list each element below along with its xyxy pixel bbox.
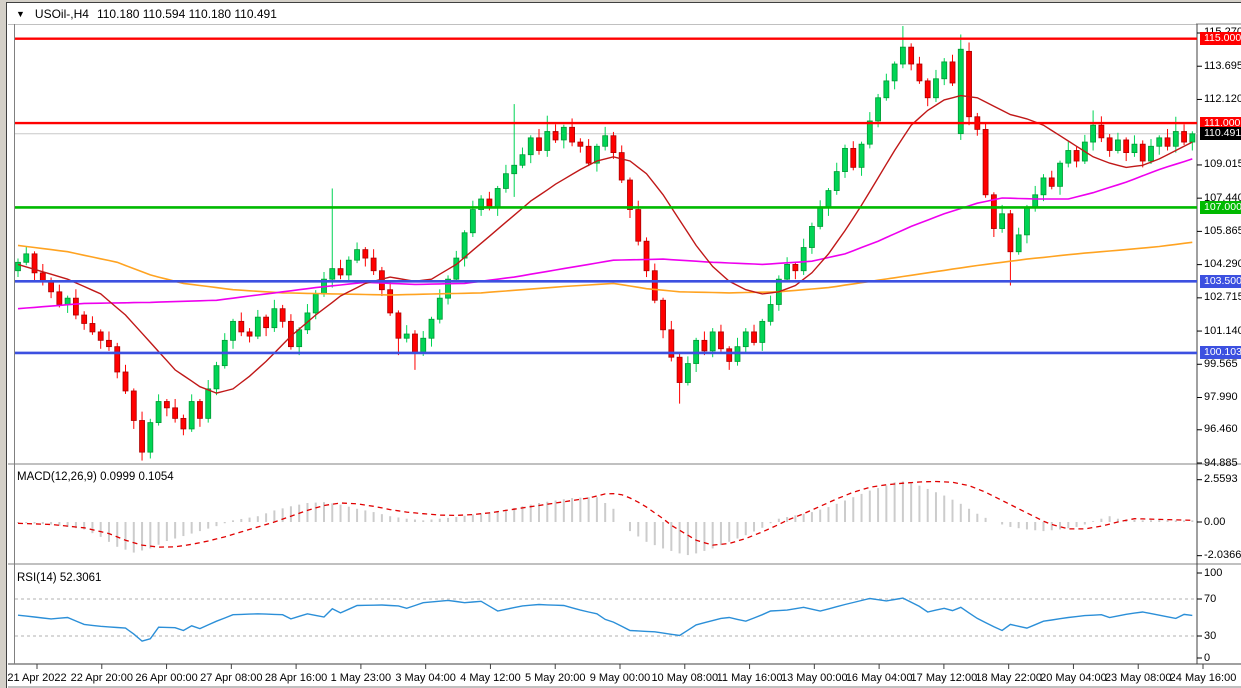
price-level-badge: 100.103 xyxy=(1200,346,1241,360)
price-tick-label: 109.015 xyxy=(1204,158,1241,171)
time-tick-label: 1 May 23:00 xyxy=(330,672,392,684)
price-level-badge: 107.000 xyxy=(1200,200,1241,214)
rsi-tick-label: 70 xyxy=(1204,592,1217,605)
candles-layer xyxy=(15,26,1196,461)
macd-tick-label: -2.0366 xyxy=(1204,549,1241,562)
time-tick-label: 20 May 04:00 xyxy=(1040,672,1107,684)
rsi-values: 52.3061 xyxy=(59,572,102,584)
price-tick-label: 107.440 xyxy=(1204,191,1241,204)
ma-fast-red-line xyxy=(17,94,1193,394)
price-level-badge: 110.491 xyxy=(1200,127,1241,141)
chart-title-ohlc: 110.180 110.594 110.180 110.491 xyxy=(96,7,277,21)
time-tick-label: 27 Apr 08:00 xyxy=(200,672,263,684)
price-tick-label: 112.120 xyxy=(1204,92,1241,105)
time-tick-label: 24 May 16:00 xyxy=(1169,672,1237,684)
price-tick-label: 104.290 xyxy=(1204,258,1241,271)
macd-label: MACD(12,26,9) xyxy=(17,471,97,483)
macd-signal-line xyxy=(17,480,1193,548)
time-tick-label: 26 Apr 00:00 xyxy=(135,672,198,684)
time-tick-label: 11 May 16:00 xyxy=(716,672,783,684)
symbol-dropdown-icon[interactable]: ▼ xyxy=(16,9,25,19)
price-tick-label: 102.715 xyxy=(1204,291,1241,304)
time-tick-label: 21 Apr 2022 xyxy=(7,672,67,684)
macd-panel[interactable] xyxy=(17,480,1194,556)
window-bg xyxy=(7,3,1241,688)
chart-canvas[interactable] xyxy=(7,3,1241,688)
price-level-badge: 111.000 xyxy=(1200,116,1241,130)
macd-panel-title: MACD(12,26,9) 0.0999 0.1054 xyxy=(17,471,174,483)
price-tick-label: 101.140 xyxy=(1204,324,1241,337)
chart-title-symbol: USOil-,H4 xyxy=(34,7,89,21)
rsi-label: RSI(14) xyxy=(17,572,57,584)
rsi-tick-label: 100 xyxy=(1204,566,1223,579)
price-tick-label: 94.885 xyxy=(1204,456,1238,469)
price-tick-label: 97.990 xyxy=(1204,391,1238,403)
rsi-panel[interactable] xyxy=(15,597,1197,642)
time-tick-label: 17 May 12:00 xyxy=(910,672,978,684)
main-chart-panel[interactable] xyxy=(15,26,1197,461)
price-level-badge: 115.000 xyxy=(1200,32,1241,46)
macd-tick-label: 2.5593 xyxy=(1204,473,1238,486)
rsi-tick-label: 0 xyxy=(1204,651,1211,664)
time-tick-label: 3 May 04:00 xyxy=(395,672,456,684)
rsi-tick-label: 30 xyxy=(1204,629,1217,642)
macd-histogram xyxy=(17,481,1194,556)
time-tick-label: 4 May 12:00 xyxy=(460,672,521,684)
time-tick-label: 22 Apr 20:00 xyxy=(70,672,133,684)
chart-frame: ▼ USOil-,H4 110.180 110.594 110.180 110.… xyxy=(6,2,1241,688)
time-tick-label: 5 May 20:00 xyxy=(524,672,586,684)
time-tick-label: 9 May 00:00 xyxy=(589,672,651,684)
time-tick-label: 13 May 00:00 xyxy=(781,672,848,684)
macd-values: 0.0999 0.1054 xyxy=(100,471,174,483)
price-tick-label: 113.695 xyxy=(1204,59,1241,72)
rsi-line xyxy=(17,597,1193,642)
time-tick-label: 10 May 08:00 xyxy=(651,672,719,684)
ma-slow-orange-line xyxy=(17,241,1193,296)
price-level-badge: 103.500 xyxy=(1200,274,1241,288)
price-tick-label: 99.565 xyxy=(1204,357,1238,370)
price-tick-label: 105.865 xyxy=(1204,224,1241,237)
time-tick-label: 18 May 22:00 xyxy=(975,672,1042,684)
rsi-panel-title: RSI(14) 52.3061 xyxy=(17,572,101,584)
macd-tick-label: 0.00 xyxy=(1204,515,1226,528)
ma-mid-magenta-line xyxy=(17,158,1193,310)
price-tick-label: 96.460 xyxy=(1204,423,1238,436)
chart-title-bar: ▼ USOil-,H4 110.180 110.594 110.180 110.… xyxy=(8,4,1196,24)
time-tick-label: 23 May 08:00 xyxy=(1104,672,1172,684)
time-tick-label: 28 Apr 16:00 xyxy=(264,672,328,684)
time-tick-label: 16 May 04:00 xyxy=(845,672,913,684)
